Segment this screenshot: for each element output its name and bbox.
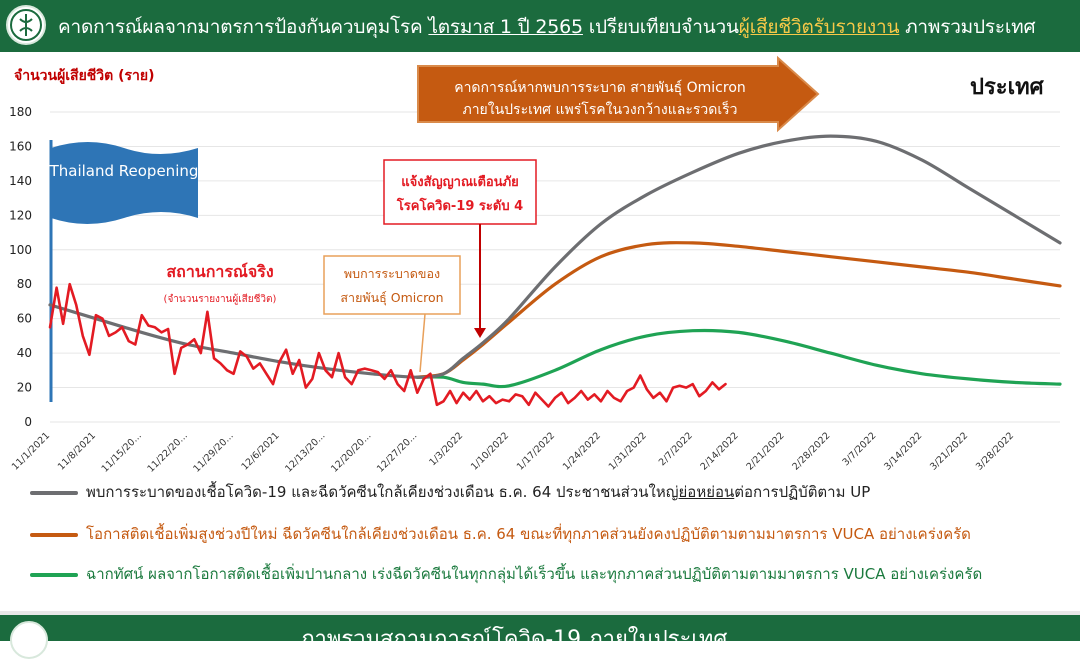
y-tick-label: 80: [17, 277, 32, 291]
vuca-high-scenario-line: [415, 241, 1062, 379]
y-tick-label: 60: [17, 312, 32, 326]
actual-series-label: สถานการณ์จริง: [166, 262, 273, 281]
legend-swatch-green: [30, 572, 78, 577]
footer-bar: ภาพรวมสถานการณ์โควิด-19 ภายในประเทศ: [0, 611, 1080, 659]
x-tick-label: 1/31/2022: [607, 430, 649, 472]
page-title: คาดการณ์ผลจากมาตรการป้องกันควบคุมโรค ไตร…: [58, 16, 1036, 38]
y-tick-label: 40: [17, 346, 32, 360]
legend-item-up: พบการระบาดของเชื้อโควิด-19 และฉีดวัคซีนใ…: [30, 480, 1070, 504]
header-bar: คาดการณ์ผลจากมาตรการป้องกันควบคุมโรค ไตร…: [0, 0, 1080, 52]
x-tick-label: 1/17/2022: [515, 430, 557, 472]
y-tick-label: 0: [24, 415, 32, 429]
legend-item-vuca-high: โอกาสติดเชื้อเพิ่มสูงช่วงปีใหม่ ฉีดวัคซี…: [30, 522, 1070, 546]
x-tick-label: 11/15/20...: [100, 430, 144, 474]
legend-swatch-orange: [30, 532, 78, 537]
up-scenario-line: [48, 134, 1062, 379]
footer-title: ภาพรวมสถานการณ์โควิด-19 ภายในประเทศ: [300, 627, 728, 652]
legend-swatch-gray: [30, 490, 78, 495]
x-tick-label: 1/3/2022: [427, 430, 465, 468]
x-tick-label: 2/7/2022: [657, 430, 695, 468]
x-tick-label: 2/21/2022: [744, 430, 786, 472]
omicron-found-line-1: พบการระบาดของ: [344, 266, 440, 281]
alert-line-2: โรคโควิด-19 ระดับ 4: [396, 197, 523, 214]
x-tick-label: 3/7/2022: [841, 430, 879, 468]
forecast-line-1: คาดการณ์หากพบการระบาด สายพันธุ์ Omicron: [454, 79, 746, 96]
x-tick-label: 3/21/2022: [928, 430, 970, 472]
forecast-arrow: คาดการณ์หากพบการระบาด สายพันธุ์ Omicron …: [417, 55, 820, 133]
omicron-found-callout: พบการระบาดของ สายพันธุ์ Omicron: [323, 255, 461, 373]
legend-text-up: พบการระบาดของเชื้อโควิด-19 และฉีดวัคซีนใ…: [86, 483, 871, 501]
moph-logo-icon: [6, 5, 46, 45]
reopening-label: Thailand Reopening: [49, 162, 199, 180]
alert-level-callout: แจ้งสัญญาณเตือนภัย โรคโควิด-19 ระดับ 4: [383, 159, 537, 338]
legend-text-vuca-high: โอกาสติดเชื้อเพิ่มสูงช่วงปีใหม่ ฉีดวัคซี…: [86, 525, 971, 543]
y-axis-label: จำนวนผู้เสียชีวิต (ราย): [14, 68, 155, 84]
x-tick-label: 11/8/2021: [56, 430, 98, 472]
legend-text-vuca-moderate: ฉากทัศน์ ผลจากโอกาสติดเชื้อเพิ่มปานกลาง …: [86, 565, 983, 583]
actual-deaths-line: [48, 282, 727, 408]
omicron-found-line-2: สายพันธุ์ Omicron: [340, 290, 443, 306]
x-tick-label: 3/28/2022: [974, 430, 1016, 472]
forecast-line-2: ภายในประเทศ แพร่โรคในวงกว้างและรวดเร็ว: [462, 100, 737, 118]
reopening-flag: Thailand Reopening: [49, 140, 199, 402]
vuca-moderate-scenario-line: [415, 328, 1062, 389]
x-tick-label: 11/1/2021: [10, 430, 52, 472]
x-tick-label: 12/13/20...: [283, 430, 327, 474]
y-tick-label: 140: [9, 174, 32, 188]
x-tick-label: 12/6/2021: [239, 430, 281, 472]
x-tick-label: 12/20/20...: [329, 430, 373, 474]
footer-logo-icon: [10, 621, 48, 659]
region-label: ประเทศ: [970, 75, 1045, 100]
y-tick-label: 100: [9, 243, 32, 257]
alert-line-1: แจ้งสัญญาณเตือนภัย: [401, 174, 519, 190]
x-tick-label: 1/10/2022: [469, 430, 511, 472]
y-tick-label: 160: [9, 139, 32, 153]
y-tick-label: 180: [9, 105, 32, 119]
x-tick-label: 3/14/2022: [882, 430, 924, 472]
y-tick-label: 20: [17, 381, 32, 395]
x-tick-label: 11/22/20...: [145, 430, 189, 474]
deaths-forecast-chart: จำนวนผู้เสียชีวิต (ราย) ประเทศ 0 20 40 60 80…: [9, 55, 1062, 475]
x-tick-label: 1/24/2022: [561, 430, 603, 472]
actual-series-sublabel: (จำนวนรายงานผู้เสียชีวิต): [164, 293, 277, 305]
x-tick-label: 11/29/20...: [191, 430, 235, 474]
x-tick-label: 2/14/2022: [699, 430, 741, 472]
x-tick-label: 12/27/20...: [375, 430, 419, 474]
x-tick-label: 2/28/2022: [790, 430, 832, 472]
y-tick-label: 120: [9, 208, 32, 222]
legend-item-vuca-moderate: ฉากทัศน์ ผลจากโอกาสติดเชื้อเพิ่มปานกลาง …: [30, 562, 1070, 586]
